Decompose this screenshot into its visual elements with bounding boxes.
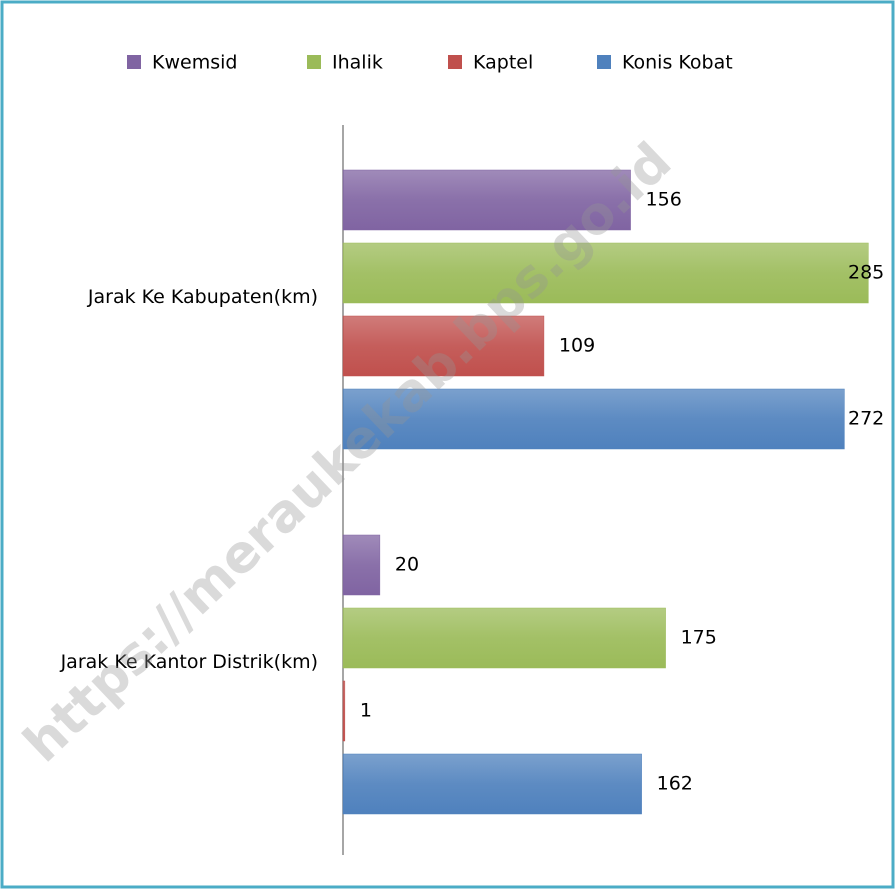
data-label: 156 bbox=[646, 189, 682, 211]
bar bbox=[342, 169, 631, 231]
legend-label: Konis Kobat bbox=[622, 52, 733, 74]
data-label: 162 bbox=[657, 773, 693, 795]
category-label: Jarak Ke Kantor Distrik(km) bbox=[60, 651, 318, 673]
bar bbox=[342, 388, 845, 450]
data-label: 285 bbox=[848, 262, 884, 284]
data-label: 272 bbox=[848, 408, 884, 430]
category-label: Jarak Ke Kabupaten(km) bbox=[87, 286, 318, 308]
bar bbox=[342, 753, 642, 815]
legend-swatch bbox=[448, 55, 462, 69]
bar bbox=[342, 534, 381, 596]
data-label: 175 bbox=[681, 627, 717, 649]
data-label: 109 bbox=[559, 335, 595, 357]
legend-label: Ihalik bbox=[332, 52, 383, 74]
bar bbox=[342, 242, 869, 304]
bar bbox=[342, 315, 545, 377]
legend-label: Kwemsid bbox=[152, 52, 237, 74]
bar bbox=[342, 680, 346, 742]
data-label: 20 bbox=[395, 554, 419, 576]
legend-swatch bbox=[127, 55, 141, 69]
legend-label: Kaptel bbox=[473, 52, 533, 74]
legend-swatch bbox=[597, 55, 611, 69]
bar bbox=[342, 607, 666, 669]
data-label: 1 bbox=[360, 700, 372, 722]
legend-swatch bbox=[307, 55, 321, 69]
